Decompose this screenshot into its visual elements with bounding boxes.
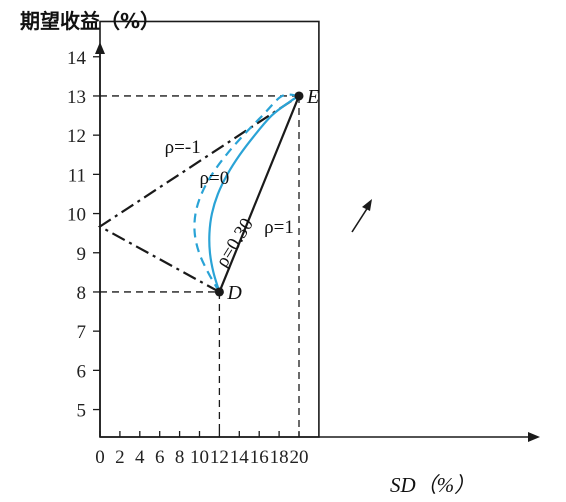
- y-axis-arrow: [95, 42, 105, 54]
- series-annotation: ρ=0.30: [212, 215, 258, 271]
- x-tick-label: 16: [250, 447, 269, 468]
- x-tick-label: 14: [230, 447, 250, 468]
- point-E: [294, 91, 304, 101]
- x-tick-label: 18: [270, 447, 289, 468]
- y-tick-label: 9: [77, 244, 87, 265]
- series-annotation: ρ=0: [200, 168, 230, 189]
- x-axis-arrow: [528, 432, 540, 442]
- y-tick-label: 8: [77, 283, 87, 304]
- y-tick-label: 10: [67, 205, 86, 226]
- x-tick-label: 10: [190, 447, 209, 468]
- x-tick-label: 6: [155, 447, 165, 468]
- series-annotation: ρ=1: [264, 217, 294, 238]
- y-tick-label: 6: [77, 361, 87, 382]
- point-label: E: [306, 86, 319, 108]
- series-line: [218, 95, 301, 293]
- y-tick-label: 11: [68, 165, 86, 186]
- point-label: D: [226, 282, 242, 304]
- y-tick-label: 14: [67, 48, 87, 69]
- x-axis-title: SD（%）: [390, 473, 475, 497]
- series-line: [193, 93, 300, 293]
- point-D: [214, 287, 224, 297]
- x-tick-label: 20: [290, 447, 309, 468]
- x-tick-label: 0: [95, 447, 105, 468]
- series-line: [97, 95, 300, 293]
- y-tick-label: 7: [77, 322, 87, 343]
- x-tick-label: 8: [175, 447, 185, 468]
- y-tick-label: 5: [77, 401, 87, 422]
- direction-arrow-head: [362, 199, 372, 211]
- y-tick-label: 13: [67, 87, 86, 108]
- x-tick-label: 4: [135, 447, 145, 468]
- series-line: [208, 95, 300, 293]
- x-tick-label: 12: [210, 447, 229, 468]
- x-tick-label: 2: [115, 447, 125, 468]
- y-tick-label: 12: [67, 126, 86, 147]
- y-axis-title: 期望收益（%）: [20, 9, 160, 33]
- series-annotation: ρ=-1: [165, 137, 201, 158]
